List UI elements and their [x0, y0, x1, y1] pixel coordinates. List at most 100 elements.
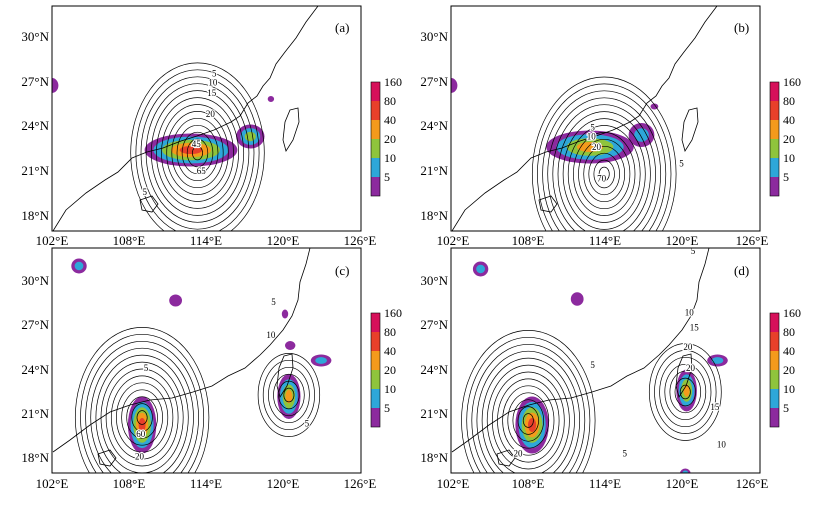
island-hainan — [538, 195, 558, 213]
y-tick-label: 30°N — [21, 273, 49, 288]
colorbar-tick-label: 20 — [783, 132, 795, 146]
x-axis: 102°E 108°E 114°E 120°E 126°E — [437, 233, 769, 248]
contour-line — [136, 410, 148, 425]
colorbar: 160 80 40 20 10 5 — [769, 306, 801, 428]
precip-shade — [650, 103, 659, 110]
contour-line — [557, 111, 651, 231]
colorbar-tick-label: 5 — [384, 401, 390, 415]
y-tick-label: 18°N — [420, 208, 448, 223]
colorbar-segment — [770, 82, 779, 101]
panel-d: 5 10 15 20 20 15 10 20 5 5 (d) 102°E 108°E 114°E … — [420, 247, 801, 491]
x-axis: 102°E 108°E 114°E 120°E 126°E — [36, 233, 377, 248]
colorbar-segment — [371, 408, 380, 427]
colorbar-segment — [371, 158, 380, 177]
contour-line — [481, 357, 575, 473]
precip-shade — [576, 142, 604, 152]
contour-label: 5 — [590, 123, 595, 133]
contour-line — [547, 97, 662, 231]
colorbar-tick-label: 5 — [384, 170, 390, 184]
colorbar-tick-label: 40 — [783, 344, 795, 358]
colorbar-segment — [770, 177, 779, 196]
contour-line — [186, 138, 209, 168]
contour-line — [156, 97, 239, 209]
x-tick-label: 114°E — [190, 476, 222, 491]
coastline — [451, 6, 718, 231]
contour-line — [578, 138, 631, 210]
colorbar-segment — [770, 120, 779, 139]
shading-layer — [71, 258, 332, 454]
map-frame — [450, 5, 761, 232]
x-axis: 102°E 108°E 114°E 120°E 126°E — [437, 476, 769, 491]
contour-line — [181, 131, 214, 175]
panel-label: (c) — [335, 263, 349, 278]
contour-line — [166, 111, 229, 195]
contour-label: 15 — [710, 402, 720, 412]
y-tick-label: 30°N — [420, 273, 448, 288]
contour-label: 5 — [305, 419, 310, 429]
colorbar-tick-label: 40 — [783, 113, 795, 127]
precip-shade — [451, 78, 458, 93]
contour-line — [664, 363, 707, 421]
map-frame — [51, 5, 362, 232]
y-tick-label: 18°N — [420, 450, 448, 465]
colorbar-segment — [371, 139, 380, 158]
contour-label: 5 — [590, 360, 595, 370]
contour-line — [507, 392, 550, 449]
x-tick-label: 120°E — [267, 476, 300, 491]
y-tick-label: 30°N — [21, 29, 49, 44]
contour-line — [145, 83, 250, 223]
contour-line — [116, 382, 169, 453]
contour-line — [659, 356, 712, 428]
colorbar-frame — [370, 312, 381, 428]
colorbar-segment — [770, 158, 779, 177]
colorbar-tick-label: 10 — [783, 382, 795, 396]
island-taiwan — [675, 353, 693, 398]
contour-label: 20 — [592, 142, 602, 152]
contour-line — [531, 76, 677, 231]
x-tick-label: 108°E — [113, 233, 146, 248]
contour-line — [171, 117, 224, 189]
contour-line — [283, 387, 295, 403]
contour-line — [471, 343, 586, 473]
y-tick-label: 24°N — [21, 118, 49, 133]
contour-line — [491, 371, 565, 470]
contour-label: 70 — [597, 174, 607, 184]
colorbar: 160 80 40 20 10 5 — [370, 75, 402, 197]
colorbar-tick-label: 20 — [384, 132, 396, 146]
contour-label: 5 — [271, 297, 276, 307]
contour-line — [461, 330, 596, 473]
map-frame — [51, 247, 362, 474]
island-taiwan — [681, 107, 699, 152]
y-tick-label: 21°N — [21, 406, 49, 421]
x-tick-label: 102°E — [36, 233, 69, 248]
precip-shade — [281, 309, 289, 319]
y-tick-label: 30°N — [420, 29, 448, 44]
x-tick-label: 126°E — [344, 476, 377, 491]
panel-c: 5 60 20 5 10 5 (c) 102°E 108°E 114°E 120°E 12… — [21, 247, 402, 491]
contour-line — [562, 118, 646, 230]
contour-line — [257, 353, 321, 437]
colorbar-tick-label: 80 — [384, 94, 396, 108]
contour-label: 5 — [679, 159, 684, 169]
precip-shade — [52, 78, 59, 93]
precip-shade — [683, 384, 690, 397]
contour-label-layer: 5 10 15 20 20 15 10 20 5 5 — [512, 248, 727, 460]
contour-line — [598, 166, 610, 182]
x-axis: 102°E 108°E 114°E 120°E 126°E — [36, 476, 377, 491]
colorbar-segment — [371, 332, 380, 351]
contour-line — [583, 145, 626, 203]
x-tick-label: 114°E — [589, 233, 621, 248]
contour-label: 10 — [266, 330, 276, 340]
coastline — [52, 248, 311, 453]
precip-shade — [244, 131, 256, 142]
contour-layer — [74, 327, 321, 473]
x-tick-label: 102°E — [437, 233, 470, 248]
precip-shade — [315, 357, 327, 364]
colorbar-tick-label: 80 — [783, 94, 795, 108]
colorbar-frame — [769, 312, 780, 428]
colorbar: 160 80 40 20 10 5 — [769, 75, 801, 197]
contour-line — [669, 370, 702, 414]
